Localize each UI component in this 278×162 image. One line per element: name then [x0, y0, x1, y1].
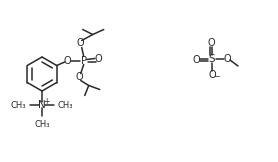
Text: O: O	[76, 73, 83, 82]
Text: −: −	[213, 73, 219, 81]
Text: O: O	[64, 56, 71, 65]
Text: O: O	[207, 38, 215, 48]
Text: N: N	[38, 100, 46, 110]
Text: CH₃: CH₃	[58, 100, 73, 110]
Text: O: O	[208, 70, 216, 80]
Text: O: O	[223, 54, 231, 64]
Text: +: +	[43, 97, 49, 105]
Text: O: O	[77, 39, 85, 48]
Text: P: P	[81, 56, 87, 65]
Text: O: O	[192, 55, 200, 65]
Text: O: O	[95, 53, 103, 64]
Text: S: S	[209, 54, 215, 64]
Text: CH₃: CH₃	[11, 100, 26, 110]
Text: CH₃: CH₃	[34, 120, 50, 129]
